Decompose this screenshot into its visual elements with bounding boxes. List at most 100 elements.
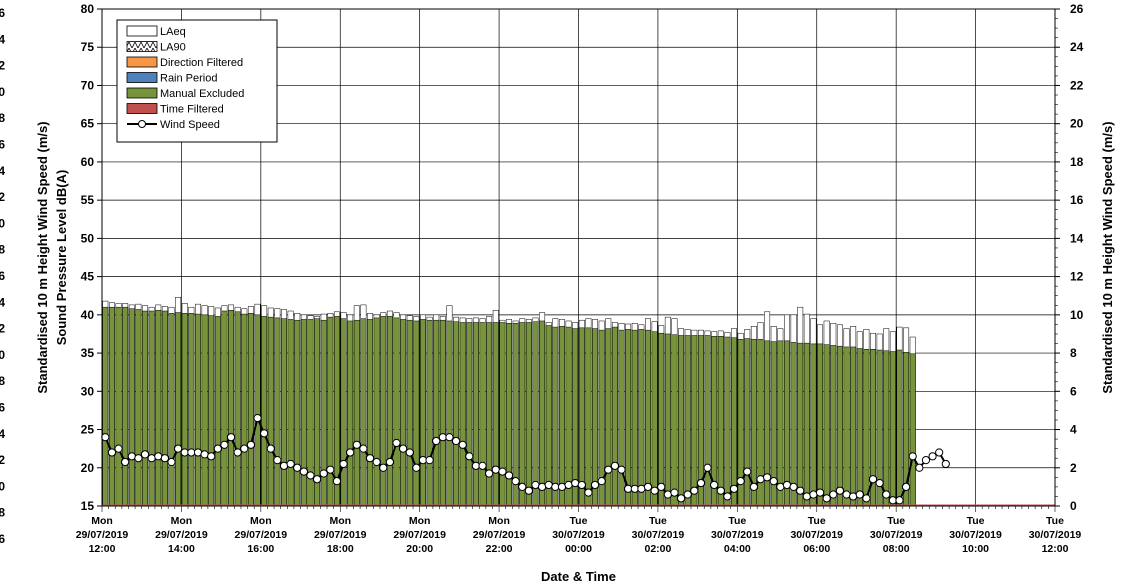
wind-speed-point [604,465,613,474]
y-axis-title-left-outer: Standardised 10 m Height Wind Speed (m/s… [35,121,50,393]
wind-speed-point [114,444,123,453]
manual-excluded-bar [664,333,671,507]
y-tick-label-right: 2 [1070,461,1077,475]
y-tick-label-right: 26 [1070,2,1084,16]
x-tick-label-date: 30/07/2019 [870,529,923,541]
legend-label: Manual Excluded [160,88,244,100]
wind-speed-point [385,457,394,467]
manual-excluded-bar [631,329,638,507]
x-tick-label-day: Mon [171,515,193,527]
manual-excluded-bar [896,349,903,507]
y-tick-label-right: 12 [1070,270,1084,284]
wind-speed-point [696,478,706,488]
wind-speed-point [676,494,686,503]
wind-speed-point [862,494,871,503]
wind-speed-point [928,452,937,461]
y-tick-label-left: 25 [81,423,95,437]
manual-excluded-bar [188,313,195,507]
y-tick-label-left: 75 [81,40,95,54]
wind-speed-point [266,444,275,453]
x-tick-label-date: 30/07/2019 [552,529,605,541]
wind-speed-point [432,436,441,446]
y-tick-label-left: 40 [81,308,95,322]
wind-speed-point [445,433,454,442]
manual-excluded-bar [499,322,506,507]
x-tick-label-day: Tue [728,515,746,527]
wind-speed-point [458,440,467,449]
wind-speed-point [835,486,845,495]
wind-speed-point [352,440,361,449]
manual-excluded-bar [300,319,307,507]
wind-speed-point [663,490,672,499]
manual-excluded-bar [492,322,499,507]
legend-label: Direction Filtered [160,57,243,69]
wind-speed-point [637,484,646,493]
x-tick-label-date: 29/07/2019 [473,529,526,541]
manual-excluded-bar [142,310,148,507]
y-tick-label-left-outer: 0 [0,85,5,99]
y-tick-label-right: 0 [1070,499,1077,513]
legend-swatch [126,41,158,52]
manual-excluded-bar [519,322,526,507]
manual-excluded-bar [267,316,274,507]
manual-excluded-bar [691,335,698,507]
manual-excluded-bar [340,318,347,507]
manual-excluded-bar [909,353,916,507]
wind-speed-point [253,413,262,423]
wind-speed-point [392,438,401,448]
wind-speed-point [584,488,593,497]
manual-excluded-bar [558,326,565,507]
manual-excluded-bar [228,310,235,507]
manual-excluded-bar [724,336,731,507]
wind-speed-point [716,486,725,495]
manual-excluded-bar [433,319,440,507]
manual-excluded-bar [539,320,546,507]
manual-excluded-bar [466,322,473,507]
wind-speed-point [339,459,348,469]
x-tick-label-date: 30/07/2019 [632,529,685,541]
wind-speed-point [207,452,216,461]
manual-excluded-bar [386,316,393,507]
legend-swatch [126,87,158,99]
wind-speed-point [657,482,666,491]
x-tick-label-time: 06:00 [803,543,830,555]
x-tick-label: Mon 29/07/2019 16:00 [235,515,288,555]
manual-excluded-bar [274,317,281,507]
manual-excluded-bar [413,320,420,507]
y-tick-label-left: 60 [81,155,95,169]
manual-excluded-bar [479,322,486,507]
manual-excluded-bar [605,328,612,507]
manual-excluded-bar [194,313,201,507]
x-tick-label: Tue 30/07/2019 04:00 [711,515,764,555]
manual-excluded-bar [486,322,493,507]
y-tick-label-left: 50 [81,231,95,245]
y-tick-label-left-outer: 0 [0,479,5,493]
manual-excluded-bar [380,316,387,507]
manual-excluded-bar [817,343,824,507]
legend-label: LAeq [160,26,186,38]
wind-speed-point [101,433,110,442]
wind-speed-point [226,433,236,442]
wind-speed-point [531,480,540,490]
wind-speed-point [690,486,699,495]
wind-speed-point [571,478,580,488]
manual-excluded-bar [360,318,367,507]
manual-excluded-bar [234,311,241,507]
y-axis-title-right: Standardised 10 m Height Wind Speed (m/s… [1100,121,1115,393]
legend-label: Time Filtered [160,104,224,116]
wind-speed-point [544,480,553,490]
manual-excluded-bar [651,331,658,507]
wind-speed-point [167,457,176,467]
manual-excluded-bar [777,340,784,507]
y-tick-label-right: 14 [1070,231,1084,245]
wind-speed-point [524,486,533,495]
wind-speed-point [710,480,719,490]
wind-speed-point [590,480,600,490]
manual-excluded-bar [221,310,228,507]
x-tick-label-time: 18:00 [327,543,354,555]
x-tick-label: Tue 30/07/2019 08:00 [870,515,923,555]
wind-speed-point [763,473,772,482]
wind-speed-point [451,436,461,446]
manual-excluded-bar [883,350,890,507]
x-tick-label: Tue 30/07/2019 02:00 [632,515,685,555]
